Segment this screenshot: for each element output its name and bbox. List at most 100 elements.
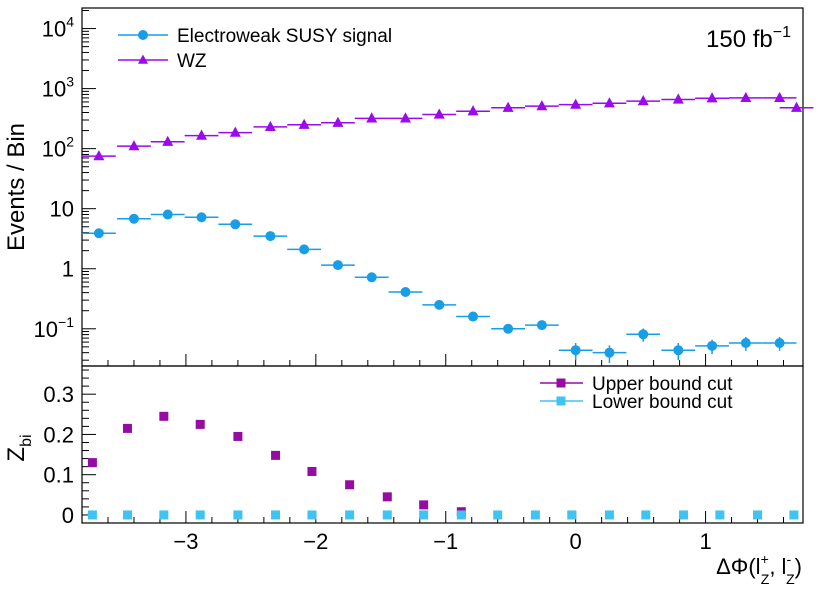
lower-bound-point bbox=[641, 510, 651, 520]
wz-point bbox=[332, 116, 344, 127]
signal-point bbox=[332, 260, 343, 271]
lower-y-tick-label: 0 bbox=[62, 503, 74, 528]
upper-y-axis-label: Events / Bin bbox=[3, 123, 30, 251]
wz-point bbox=[93, 150, 105, 161]
lower-bound-point bbox=[122, 510, 132, 520]
signal-point bbox=[604, 347, 615, 358]
upper-bound-point bbox=[382, 492, 392, 502]
lower-bound-point bbox=[159, 510, 169, 520]
lower-y-tick-label: 0.3 bbox=[43, 382, 74, 407]
lower-plot-frame bbox=[81, 365, 804, 524]
upper-y-tick-label: 103 bbox=[42, 74, 74, 102]
lower-bound-point bbox=[604, 510, 614, 520]
wz-point bbox=[603, 97, 615, 108]
signal-point bbox=[230, 219, 241, 230]
x-axis-label: ΔΦ(l+ Z, l-Z) bbox=[716, 551, 802, 587]
lower-y-tick-label: 0.2 bbox=[43, 422, 74, 447]
lower-bound-point bbox=[271, 510, 281, 520]
wz-point bbox=[570, 98, 582, 109]
signal-point bbox=[570, 345, 581, 356]
wz-point bbox=[264, 120, 276, 132]
wz-point bbox=[196, 129, 208, 140]
wz-point bbox=[502, 101, 514, 112]
upper-y-tick-label: 10 bbox=[50, 197, 74, 222]
upper-bound-point bbox=[345, 480, 355, 490]
upper-bound-point bbox=[233, 431, 243, 441]
x-label-sup1: + bbox=[761, 551, 769, 567]
signal-point bbox=[162, 209, 173, 220]
lower-y-tick-label: 0.1 bbox=[43, 463, 74, 488]
signal-point bbox=[638, 329, 649, 340]
lower-bound-point bbox=[382, 510, 392, 520]
lower-bound-point bbox=[456, 510, 466, 520]
x-label-mid: , l bbox=[769, 554, 786, 579]
signal-point bbox=[299, 244, 310, 255]
x-label-prefix: ΔΦ(l bbox=[716, 554, 760, 579]
upper-y-tick-label: 10−1 bbox=[34, 314, 75, 342]
legend-marker bbox=[138, 54, 148, 64]
upper-y-tick-label: 1 bbox=[62, 257, 74, 282]
signal-point bbox=[434, 299, 445, 310]
signal-point bbox=[468, 311, 479, 322]
lower-bound-point bbox=[419, 510, 429, 520]
luminosity-label: 150 fb−1 bbox=[706, 24, 791, 53]
signal-point bbox=[366, 272, 377, 283]
x-label-sup2: - bbox=[786, 551, 791, 567]
lower-y-label-subscript: bi bbox=[18, 434, 35, 446]
wz-point bbox=[467, 105, 479, 116]
x-tick-label: 1 bbox=[699, 529, 711, 554]
signal-point bbox=[707, 340, 718, 351]
upper-bound-point bbox=[195, 419, 205, 429]
x-tick-label: −1 bbox=[433, 529, 458, 554]
x-label-sub2: Z bbox=[786, 571, 795, 587]
legend-label: Lower bound cut bbox=[592, 392, 733, 413]
legend-marker bbox=[138, 30, 148, 40]
legend-marker bbox=[556, 396, 566, 406]
signal-point bbox=[265, 231, 276, 242]
upper-bound-point bbox=[419, 500, 429, 510]
lower-bound-point bbox=[195, 510, 205, 520]
wz-point bbox=[162, 135, 174, 146]
upper-legend: Electroweak SUSY signal WZ bbox=[118, 26, 392, 72]
wz-point bbox=[637, 95, 649, 106]
x-tick-label: 0 bbox=[570, 529, 582, 554]
luminosity-base: 150 fb bbox=[706, 26, 773, 53]
lower-bound-point bbox=[678, 510, 688, 520]
x-tick-labels: −3 −2 −1 0 1 bbox=[173, 529, 711, 554]
lower-bound-point bbox=[789, 510, 799, 520]
x-tick-label: −2 bbox=[303, 529, 328, 554]
lower-bound-point bbox=[567, 510, 577, 520]
legend-label: Electroweak SUSY signal bbox=[177, 26, 392, 47]
lower-bound-point bbox=[307, 510, 317, 520]
wz-point bbox=[791, 101, 803, 112]
upper-bound-point bbox=[122, 423, 132, 433]
wz-point bbox=[672, 93, 684, 104]
upper-bound-point bbox=[159, 411, 169, 421]
lower-y-label-base: Z bbox=[3, 447, 30, 462]
upper-bound-point bbox=[271, 450, 281, 460]
lower-bound-point bbox=[87, 510, 97, 520]
lower-data-marks bbox=[87, 411, 799, 520]
lower-y-tick-labels: 0 0.1 0.2 0.3 bbox=[43, 382, 74, 528]
lower-bound-point bbox=[530, 510, 540, 520]
wz-point bbox=[229, 126, 241, 137]
signal-point bbox=[536, 320, 547, 331]
upper-y-tick-labels: 10−1 1 10 102 103 104 bbox=[34, 14, 75, 342]
upper-bound-point bbox=[87, 458, 97, 468]
x-label-suffix: ) bbox=[795, 554, 802, 579]
legend-label: WZ bbox=[177, 51, 207, 72]
lower-panel: 00.10.20.3 −3 −2 −1 0 1 Zbi ΔΦ(l+ Z, l-Z) Upp… bbox=[3, 365, 804, 587]
wz-point bbox=[740, 91, 752, 103]
signal-point bbox=[128, 213, 139, 224]
lower-bound-point bbox=[753, 510, 763, 520]
signal-point bbox=[774, 337, 785, 348]
x-tick-label: −3 bbox=[173, 529, 198, 554]
signal-point bbox=[93, 228, 104, 239]
signal-point bbox=[673, 345, 684, 356]
wz-point bbox=[536, 100, 548, 111]
luminosity-exponent: −1 bbox=[773, 24, 791, 41]
lower-bound-point bbox=[233, 510, 243, 520]
wz-point bbox=[774, 91, 786, 103]
